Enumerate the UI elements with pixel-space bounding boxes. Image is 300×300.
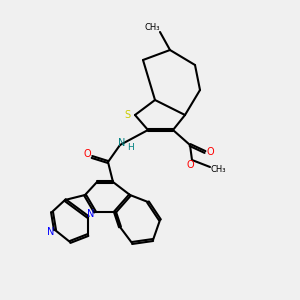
Text: O: O: [206, 147, 214, 157]
Text: S: S: [124, 110, 130, 120]
Text: O: O: [186, 160, 194, 170]
Text: CH₃: CH₃: [144, 23, 160, 32]
Text: O: O: [83, 149, 91, 159]
Text: N: N: [47, 227, 55, 237]
Text: N: N: [87, 209, 95, 219]
Text: H: H: [127, 142, 134, 152]
Text: CH₃: CH₃: [210, 166, 226, 175]
Text: N: N: [118, 138, 126, 148]
